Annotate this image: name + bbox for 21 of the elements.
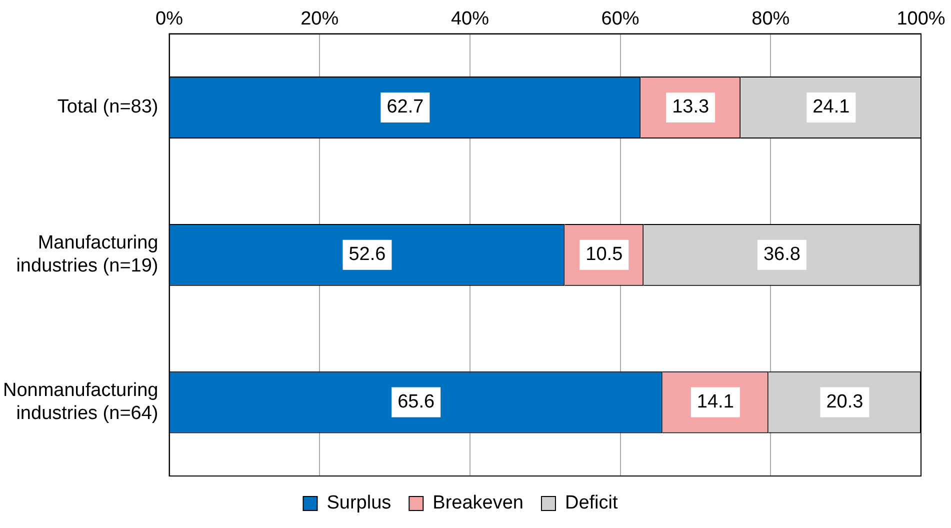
x-tick-label: 80% — [752, 8, 790, 30]
x-tick-label: 40% — [450, 8, 490, 30]
data-label: 36.8 — [763, 244, 800, 266]
x-tick-label: 60% — [601, 8, 640, 30]
data-label: 20.3 — [826, 392, 864, 413]
y-tick-label: Manufacturing industries (n=19) — [16, 232, 158, 277]
data-label: 52.6 — [348, 244, 386, 266]
legend-label: Breakeven — [432, 492, 524, 514]
y-tick-label: Nonmanufacturing industries (n=64) — [2, 380, 158, 424]
legend-label: Deficit — [564, 492, 618, 514]
data-label: 10.5 — [586, 244, 623, 266]
data-label: 24.1 — [812, 96, 850, 118]
data-label: 65.6 — [398, 392, 435, 413]
data-label: 13.3 — [672, 96, 710, 118]
x-tick-label: 100% — [896, 8, 946, 30]
x-tick-label: 0% — [156, 8, 184, 30]
data-label: 14.1 — [696, 392, 734, 413]
legend-label: Surplus — [326, 492, 392, 514]
y-tick-label: Total (n=83) — [57, 96, 158, 118]
data-label: 62.7 — [386, 96, 424, 118]
x-tick-label: 20% — [300, 8, 339, 30]
